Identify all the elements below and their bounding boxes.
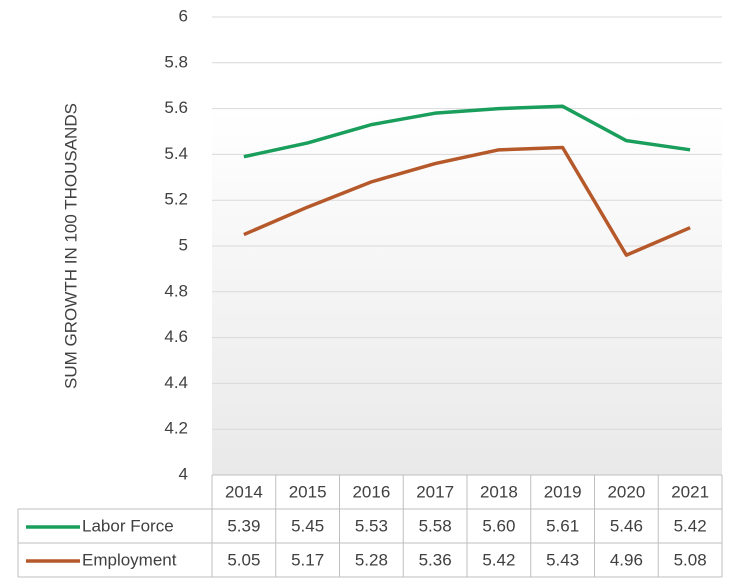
x-tick-label: 2016 [352, 482, 390, 501]
table-value: 5.60 [482, 516, 515, 535]
x-tick-label: 2019 [544, 482, 582, 501]
table-value: 5.08 [674, 550, 707, 569]
x-tick-label: 2015 [289, 482, 327, 501]
y-axis-label: SUM GROWTH IN 100 THOUSANDS [61, 103, 80, 389]
table-value: 5.53 [355, 516, 388, 535]
y-tick-label: 4.6 [164, 327, 188, 346]
y-tick-label: 5.4 [164, 144, 188, 163]
table-value: 4.96 [610, 550, 643, 569]
x-tick-label: 2020 [607, 482, 645, 501]
x-tick-label: 2017 [416, 482, 454, 501]
y-tick-label: 5.6 [164, 98, 188, 117]
y-tick-label: 4.8 [164, 281, 188, 300]
y-tick-label: 4.4 [164, 373, 188, 392]
y-tick-label: 5.2 [164, 190, 188, 209]
x-tick-label: 2021 [671, 482, 709, 501]
y-tick-label: 5.8 [164, 52, 188, 71]
table-value: 5.61 [546, 516, 579, 535]
x-tick-label: 2014 [225, 482, 263, 501]
table-value: 5.46 [610, 516, 643, 535]
table-value: 5.42 [482, 550, 515, 569]
table-value: 5.17 [291, 550, 324, 569]
legend-label: Labor Force [82, 516, 174, 535]
y-tick-label: 5 [179, 235, 188, 254]
table-value: 5.58 [419, 516, 452, 535]
table-value: 5.45 [291, 516, 324, 535]
table-value: 5.36 [419, 550, 452, 569]
y-tick-label: 6 [179, 6, 188, 25]
line-series [243, 145, 691, 257]
y-tick-label: 4 [179, 464, 188, 483]
legend-label: Employment [82, 550, 177, 569]
table-value: 5.05 [227, 550, 260, 569]
table-value: 5.28 [355, 550, 388, 569]
x-tick-label: 2018 [480, 482, 518, 501]
table-value: 5.39 [227, 516, 260, 535]
table-value: 5.43 [546, 550, 579, 569]
table-value: 5.42 [674, 516, 707, 535]
line-series [243, 104, 691, 159]
y-tick-label: 4.2 [164, 419, 188, 438]
